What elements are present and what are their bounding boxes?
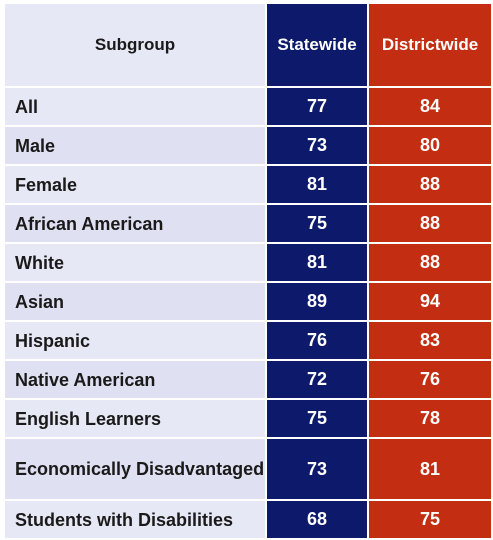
subgroup-label: Female — [3, 164, 267, 205]
statewide-value: 73 — [265, 125, 369, 166]
subgroup-label: All — [3, 86, 267, 127]
subgroup-label: African American — [3, 203, 267, 244]
districtwide-value: 81 — [367, 437, 493, 501]
districtwide-value: 88 — [367, 164, 493, 205]
table-row: Hispanic 76 83 — [3, 320, 493, 361]
districtwide-value: 88 — [367, 242, 493, 283]
subgroup-label: Economically Disadvantaged — [3, 437, 267, 501]
statewide-value: 81 — [265, 164, 369, 205]
subgroup-label: Students with Disabilities — [3, 499, 267, 540]
header-statewide: Statewide — [265, 2, 369, 88]
statewide-value: 89 — [265, 281, 369, 322]
table-row: All 77 84 — [3, 86, 493, 127]
header-subgroup: Subgroup — [3, 2, 267, 88]
districtwide-value: 83 — [367, 320, 493, 361]
table-body: All 77 84 Male 73 80 Female 81 88 African America… — [3, 86, 493, 540]
subgroup-label: Asian — [3, 281, 267, 322]
table-row: Students with Disabilities 68 75 — [3, 499, 493, 540]
header-districtwide: Districtwide — [367, 2, 493, 88]
subgroup-label: English Learners — [3, 398, 267, 439]
districtwide-value: 75 — [367, 499, 493, 540]
districtwide-value: 76 — [367, 359, 493, 400]
table-row: Native American 72 76 — [3, 359, 493, 400]
subgroup-label: White — [3, 242, 267, 283]
table-row: White 81 88 — [3, 242, 493, 283]
subgroup-label: Male — [3, 125, 267, 166]
table-row: Male 73 80 — [3, 125, 493, 166]
districtwide-value: 84 — [367, 86, 493, 127]
districtwide-value: 78 — [367, 398, 493, 439]
subgroup-label: Hispanic — [3, 320, 267, 361]
statewide-value: 72 — [265, 359, 369, 400]
table-row: Economically Disadvantaged 73 81 — [3, 437, 493, 501]
header-row: Subgroup Statewide Districtwide — [3, 2, 493, 88]
statewide-value: 68 — [265, 499, 369, 540]
subgroup-table-wrapper: Subgroup Statewide Districtwide All 77 84 M… — [3, 2, 493, 540]
statewide-value: 75 — [265, 203, 369, 244]
statewide-value: 81 — [265, 242, 369, 283]
statewide-value: 75 — [265, 398, 369, 439]
districtwide-value: 88 — [367, 203, 493, 244]
subgroup-table: Subgroup Statewide Districtwide All 77 84 M… — [3, 2, 493, 540]
statewide-value: 76 — [265, 320, 369, 361]
statewide-value: 73 — [265, 437, 369, 501]
table-row: Asian 89 94 — [3, 281, 493, 322]
districtwide-value: 94 — [367, 281, 493, 322]
subgroup-label: Native American — [3, 359, 267, 400]
table-row: English Learners 75 78 — [3, 398, 493, 439]
districtwide-value: 80 — [367, 125, 493, 166]
statewide-value: 77 — [265, 86, 369, 127]
table-row: African American 75 88 — [3, 203, 493, 244]
table-row: Female 81 88 — [3, 164, 493, 205]
